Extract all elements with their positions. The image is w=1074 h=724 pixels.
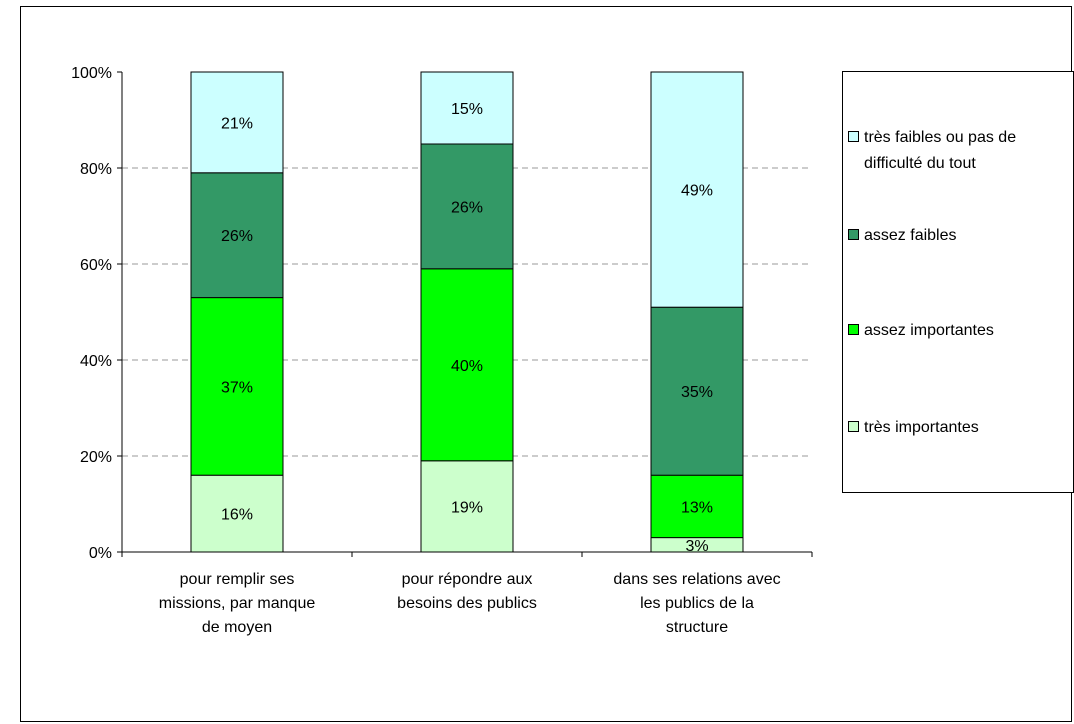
y-tick-label: 0% bbox=[89, 545, 112, 562]
data-label: 15% bbox=[451, 101, 483, 118]
data-label: 21% bbox=[221, 115, 253, 132]
legend-label-line: assez importantes bbox=[864, 322, 994, 339]
x-category-label-line: structure bbox=[666, 619, 728, 636]
legend-label-line: très faibles ou pas de bbox=[864, 129, 1017, 146]
legend-item: assez faibles bbox=[848, 225, 1074, 247]
data-label: 26% bbox=[221, 228, 253, 245]
legend: très faibles ou pas de difficulté du tout… bbox=[842, 71, 1074, 493]
legend-label: assez faibles bbox=[864, 225, 1074, 247]
y-tick-label: 60% bbox=[80, 257, 112, 274]
x-category-label: dans ses relations avec les publics de la… bbox=[613, 571, 780, 636]
x-category-label-line: de moyen bbox=[202, 619, 272, 636]
x-category-label-line: besoins des publics bbox=[397, 595, 537, 612]
legend-label: très faibles ou pas de difficulté du tout bbox=[864, 127, 1074, 175]
bar-segment bbox=[420, 71, 514, 145]
y-tick-label: 100% bbox=[71, 65, 112, 82]
data-label: 26% bbox=[451, 199, 483, 216]
data-label: 40% bbox=[451, 358, 483, 375]
x-category-label-line: pour répondre aux bbox=[402, 571, 533, 588]
bar-segment bbox=[420, 268, 514, 462]
data-label: 35% bbox=[681, 384, 713, 401]
legend-swatch bbox=[848, 324, 859, 335]
data-label: 3% bbox=[685, 538, 708, 555]
bar-segment bbox=[650, 306, 744, 476]
bar-segment bbox=[420, 460, 514, 553]
legend-label-line: difficulté du tout bbox=[864, 155, 976, 172]
legend-swatch bbox=[848, 421, 859, 432]
bar-segment bbox=[190, 474, 284, 553]
legend-label-line: très importantes bbox=[864, 419, 979, 436]
legend-label: assez importantes bbox=[864, 320, 1074, 342]
legend-item: très importantes bbox=[848, 417, 1074, 439]
legend-item: très faibles ou pas de difficulté du tout bbox=[848, 127, 1074, 175]
legend-swatch bbox=[848, 229, 859, 240]
bar-segment bbox=[190, 172, 284, 299]
x-category-label: pour répondre aux besoins des publics bbox=[397, 571, 537, 612]
x-category-label-line: missions, par manque bbox=[159, 595, 316, 612]
y-tick-label: 20% bbox=[80, 449, 112, 466]
legend-item: assez importantes bbox=[848, 320, 1074, 342]
x-category-label-line: dans ses relations avec bbox=[613, 571, 780, 588]
bar-segment bbox=[190, 71, 284, 174]
bar-segment bbox=[420, 143, 514, 270]
x-category-label-line: les publics de la bbox=[640, 595, 754, 612]
x-category-label-line: pour remplir ses bbox=[180, 571, 295, 588]
data-label: 19% bbox=[451, 499, 483, 516]
data-label: 49% bbox=[681, 183, 713, 200]
data-label: 37% bbox=[221, 379, 253, 396]
y-tick-label: 80% bbox=[80, 161, 112, 178]
legend-swatch bbox=[848, 131, 859, 142]
bar-segment bbox=[650, 474, 744, 539]
x-category-label: pour remplir ses missions, par manque de m… bbox=[159, 571, 316, 636]
data-label: 16% bbox=[221, 507, 253, 524]
bar-segment bbox=[650, 71, 744, 308]
data-label: 13% bbox=[681, 499, 713, 516]
y-tick-label: 40% bbox=[80, 353, 112, 370]
bar-segment bbox=[190, 297, 284, 476]
legend-label-line: assez faibles bbox=[864, 227, 957, 244]
legend-label: très importantes bbox=[864, 417, 1074, 439]
